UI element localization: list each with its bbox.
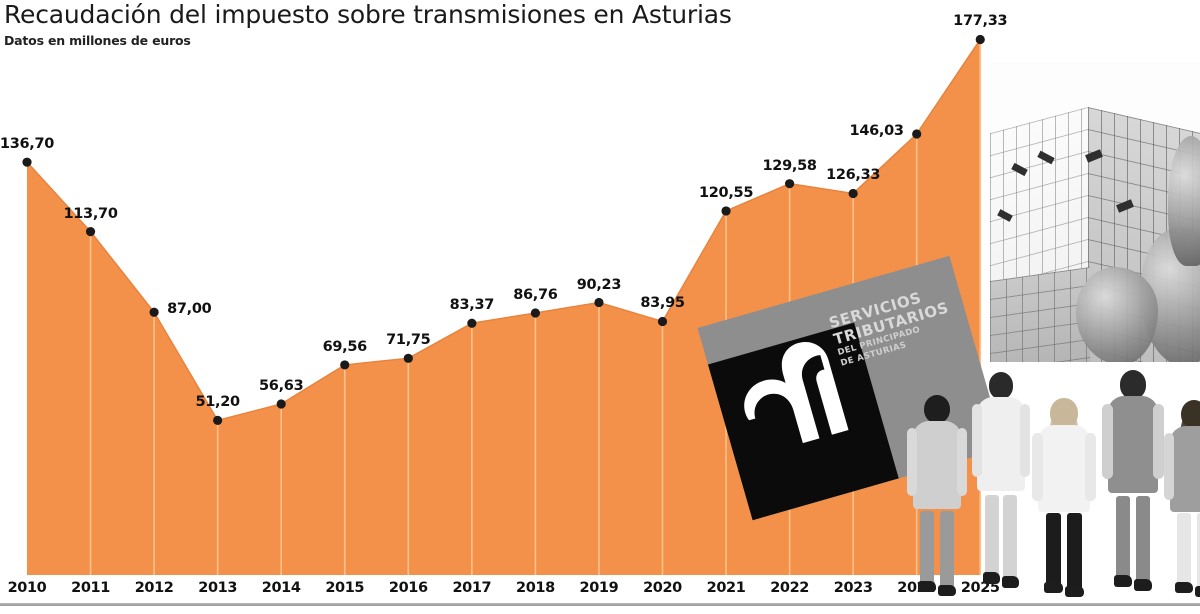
data-point-label: 146,03 bbox=[849, 122, 904, 139]
chart-subtitle: Datos en millones de euros bbox=[4, 33, 191, 48]
data-point-label: 56,63 bbox=[259, 377, 304, 394]
data-point-label: 83,95 bbox=[640, 295, 685, 312]
data-point bbox=[657, 316, 668, 327]
data-point bbox=[848, 188, 858, 199]
x-axis-label: 2025 bbox=[960, 580, 1000, 596]
data-point bbox=[912, 129, 922, 139]
data-point-label: 126,33 bbox=[826, 167, 881, 184]
data-point bbox=[22, 157, 32, 167]
chart-header: Recaudación del impuesto sobre transmisi… bbox=[4, 0, 732, 48]
data-point bbox=[149, 307, 159, 317]
x-axis-label: 2017 bbox=[452, 580, 492, 596]
data-point-label: 83,37 bbox=[449, 297, 495, 314]
x-axis-label: 2015 bbox=[325, 580, 365, 596]
data-point bbox=[594, 297, 604, 308]
data-points bbox=[22, 34, 985, 425]
data-point bbox=[721, 206, 731, 216]
data-point bbox=[403, 353, 413, 363]
data-point-label: 69,56 bbox=[322, 338, 368, 355]
data-point-label: 136,70 bbox=[0, 136, 55, 153]
x-axis-label: 2018 bbox=[516, 580, 555, 596]
bottom-rule bbox=[0, 603, 1200, 606]
data-point-label: 51,20 bbox=[195, 394, 240, 411]
data-point bbox=[213, 415, 223, 425]
data-point bbox=[276, 399, 286, 409]
series-polyline bbox=[26, 39, 981, 422]
x-axis-label: 2022 bbox=[770, 580, 809, 596]
data-point-label: 71,75 bbox=[386, 332, 431, 349]
x-axis-label: 2016 bbox=[388, 580, 428, 596]
x-axis-label: 2020 bbox=[643, 580, 682, 596]
x-axis-label: 2024 bbox=[897, 580, 937, 596]
data-point-label: 90,23 bbox=[576, 276, 622, 293]
series-line bbox=[26, 39, 981, 422]
x-axis-label: 2013 bbox=[198, 580, 238, 596]
x-axis-label: 2021 bbox=[706, 580, 746, 596]
x-axis-label: 2010 bbox=[7, 580, 47, 596]
page-title: Recaudación del impuesto sobre transmisi… bbox=[4, 0, 732, 29]
data-point-label: 129,58 bbox=[762, 157, 817, 174]
data-point-label: 87,00 bbox=[167, 301, 212, 318]
data-point bbox=[85, 227, 96, 237]
x-axis-label: 2019 bbox=[579, 580, 619, 596]
data-point-label: 86,76 bbox=[513, 286, 558, 303]
data-point-label: 113,70 bbox=[63, 205, 118, 222]
data-point bbox=[340, 360, 350, 370]
data-point bbox=[785, 179, 795, 189]
data-point bbox=[530, 308, 541, 318]
data-point-label: 177,33 bbox=[953, 13, 1008, 30]
data-point bbox=[467, 318, 477, 328]
x-axis-label: 2023 bbox=[833, 580, 873, 596]
data-point-label: 120,55 bbox=[698, 184, 754, 201]
data-point bbox=[975, 34, 985, 45]
x-axis-label: 2011 bbox=[71, 580, 110, 596]
x-axis-label: 2012 bbox=[134, 580, 174, 596]
x-axis-label: 2014 bbox=[261, 580, 301, 596]
